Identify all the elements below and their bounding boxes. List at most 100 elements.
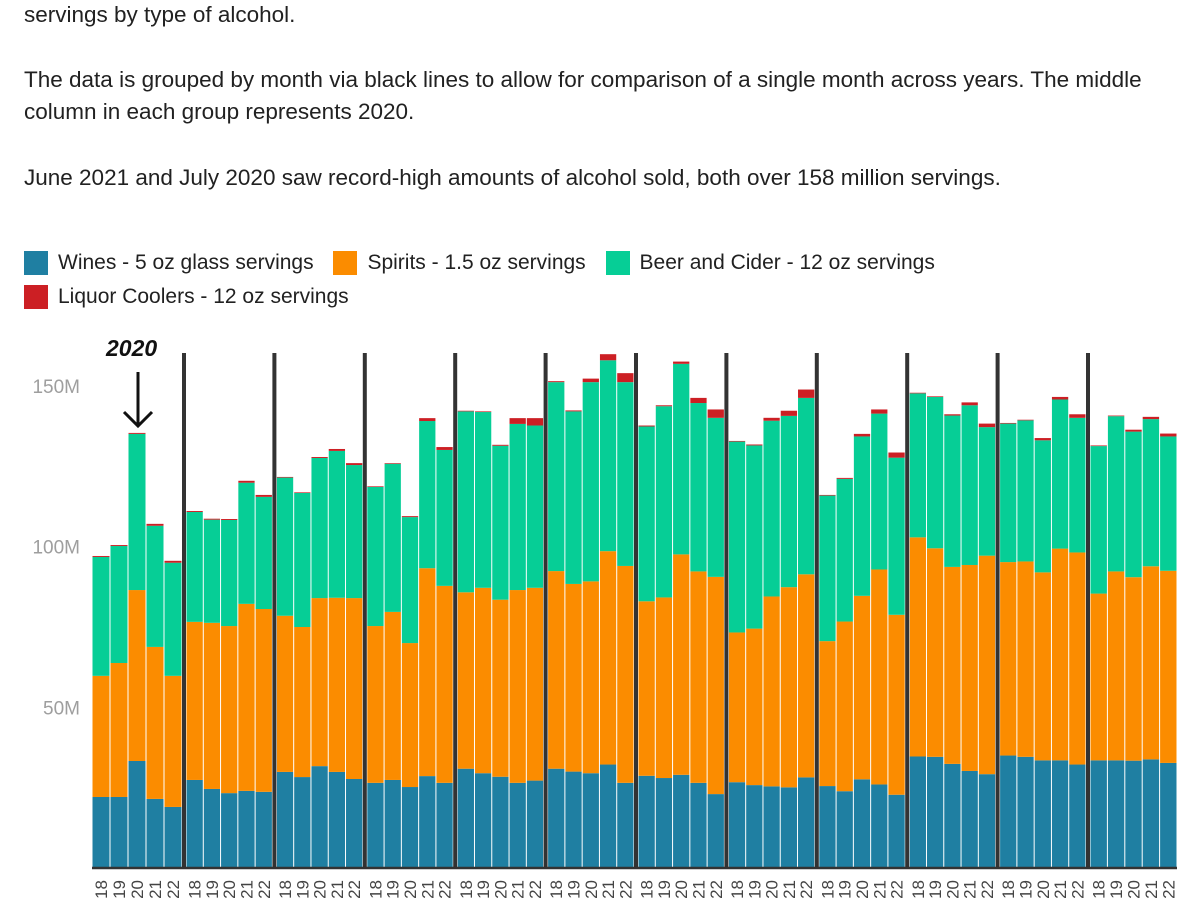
bar-segment-wines bbox=[978, 774, 996, 868]
bar-segment-spirits bbox=[853, 595, 871, 780]
bar-segment-wines bbox=[1125, 760, 1142, 868]
x-tick-label: 18 bbox=[999, 880, 1018, 899]
bar-segment-spirits bbox=[798, 574, 815, 778]
month-separator-line bbox=[1086, 353, 1090, 868]
x-tick-label: 20 bbox=[1034, 880, 1053, 899]
x-tick-label: 22 bbox=[345, 880, 364, 899]
bar-segment-spirits bbox=[836, 621, 853, 792]
month-separator-line bbox=[634, 353, 638, 868]
x-tick-label: 21 bbox=[509, 880, 528, 899]
x-tick-label: 21 bbox=[689, 880, 708, 899]
bar-segment-beer bbox=[436, 449, 453, 586]
bar-segment-coolers bbox=[944, 414, 961, 416]
x-tick-label: 21 bbox=[418, 880, 437, 899]
bar-segment-coolers bbox=[128, 432, 146, 434]
legend-swatch-coolers bbox=[24, 285, 48, 309]
bar-segment-wines bbox=[1107, 760, 1125, 868]
x-tick-label: 19 bbox=[384, 880, 403, 899]
x-tick-label: 22 bbox=[616, 880, 635, 899]
bar-segment-wines bbox=[186, 779, 203, 868]
bar-segment-coolers bbox=[92, 555, 110, 557]
x-tick-label: 21 bbox=[599, 880, 618, 899]
bar-segment-beer bbox=[1125, 431, 1142, 578]
bar-segment-wines bbox=[276, 771, 294, 868]
bar-segment-wines bbox=[238, 790, 255, 868]
bar-segment-spirits bbox=[888, 614, 905, 795]
bar-segment-spirits bbox=[673, 554, 690, 775]
bar-segment-coolers bbox=[871, 409, 888, 414]
x-tick-label: 20 bbox=[763, 880, 782, 899]
bar-segment-wines bbox=[436, 782, 453, 868]
bar-segment-wines bbox=[909, 756, 926, 868]
bar-segment-spirits bbox=[909, 537, 926, 757]
bar-segment-coolers bbox=[1034, 438, 1051, 441]
bar-segment-beer bbox=[509, 423, 526, 591]
bar-segment-beer bbox=[203, 519, 221, 623]
x-tick-label: 19 bbox=[1107, 880, 1126, 899]
bar-segment-spirits bbox=[944, 566, 961, 764]
bar-segment-beer bbox=[1051, 399, 1069, 549]
bar-segment-wines bbox=[548, 768, 565, 868]
bar-segment-coolers bbox=[617, 373, 634, 383]
bar-segment-coolers bbox=[384, 463, 401, 464]
bar-segment-wines bbox=[294, 777, 311, 868]
bar-segment-spirits bbox=[1069, 552, 1086, 765]
bar-segment-wines bbox=[1017, 756, 1034, 868]
bar-segment-coolers bbox=[638, 425, 655, 427]
bar-segment-coolers bbox=[346, 463, 363, 466]
bar-segment-wines bbox=[401, 787, 419, 868]
bar-segment-beer bbox=[690, 403, 707, 572]
bar-segment-coolers bbox=[582, 378, 599, 383]
month-separator-line bbox=[453, 353, 458, 868]
bar-segment-spirits bbox=[346, 598, 363, 779]
bar-segment-wines bbox=[853, 779, 871, 868]
bar-segment-wines bbox=[457, 768, 474, 868]
bar-segment-beer bbox=[92, 556, 110, 676]
bar-segment-wines bbox=[599, 764, 617, 868]
bar-segment-wines bbox=[798, 777, 815, 868]
bar-segment-coolers bbox=[1069, 414, 1086, 418]
bar-segment-wines bbox=[746, 785, 763, 868]
x-tick-label: 22 bbox=[888, 880, 907, 899]
bar-segment-wines bbox=[728, 782, 746, 868]
bar-segment-beer bbox=[221, 519, 238, 627]
legend-swatch-beer bbox=[605, 250, 630, 275]
bar-segment-spirits bbox=[509, 590, 526, 783]
bar-segment-wines bbox=[110, 796, 128, 868]
x-tick-label: 20 bbox=[672, 880, 691, 899]
bar-segment-beer bbox=[961, 405, 978, 565]
bar-segment-wines bbox=[1160, 762, 1177, 868]
bar-segment-wines bbox=[221, 793, 238, 868]
bar-segment-wines bbox=[926, 756, 944, 868]
x-tick-label: 19 bbox=[474, 880, 493, 899]
bar-segment-beer bbox=[1160, 436, 1177, 571]
bar-segment-beer bbox=[888, 457, 905, 615]
y-tick-label: 100M bbox=[32, 538, 80, 559]
bar-segment-beer bbox=[909, 393, 926, 538]
x-tick-label: 21 bbox=[328, 880, 347, 899]
x-tick-label: 22 bbox=[526, 880, 545, 899]
bar-segment-spirits bbox=[436, 585, 453, 783]
bar-segment-coolers bbox=[1000, 422, 1017, 424]
bar-segment-coolers bbox=[1125, 429, 1142, 432]
bar-segment-wines bbox=[164, 806, 182, 868]
bar-segment-coolers bbox=[328, 448, 346, 451]
x-tick-label: 19 bbox=[110, 880, 129, 899]
bar-segment-coolers bbox=[819, 494, 836, 496]
bar-segment-wines bbox=[474, 773, 492, 868]
bar-segment-beer bbox=[419, 421, 436, 569]
bar-segment-beer bbox=[617, 382, 634, 566]
bar-segment-beer bbox=[599, 360, 617, 552]
x-tick-label: 19 bbox=[565, 880, 584, 899]
bar-segment-coolers bbox=[401, 516, 419, 518]
bar-segment-coolers bbox=[311, 457, 328, 458]
bar-segment-beer bbox=[294, 493, 311, 627]
bar-segment-spirits bbox=[582, 581, 599, 774]
legend-swatch-wines bbox=[24, 250, 48, 275]
bar-segment-coolers bbox=[509, 418, 526, 424]
bar-segment-beer bbox=[457, 411, 474, 593]
bar-segment-beer bbox=[763, 420, 780, 597]
bar-segment-wines bbox=[819, 786, 836, 868]
bar-segment-spirits bbox=[419, 568, 436, 777]
